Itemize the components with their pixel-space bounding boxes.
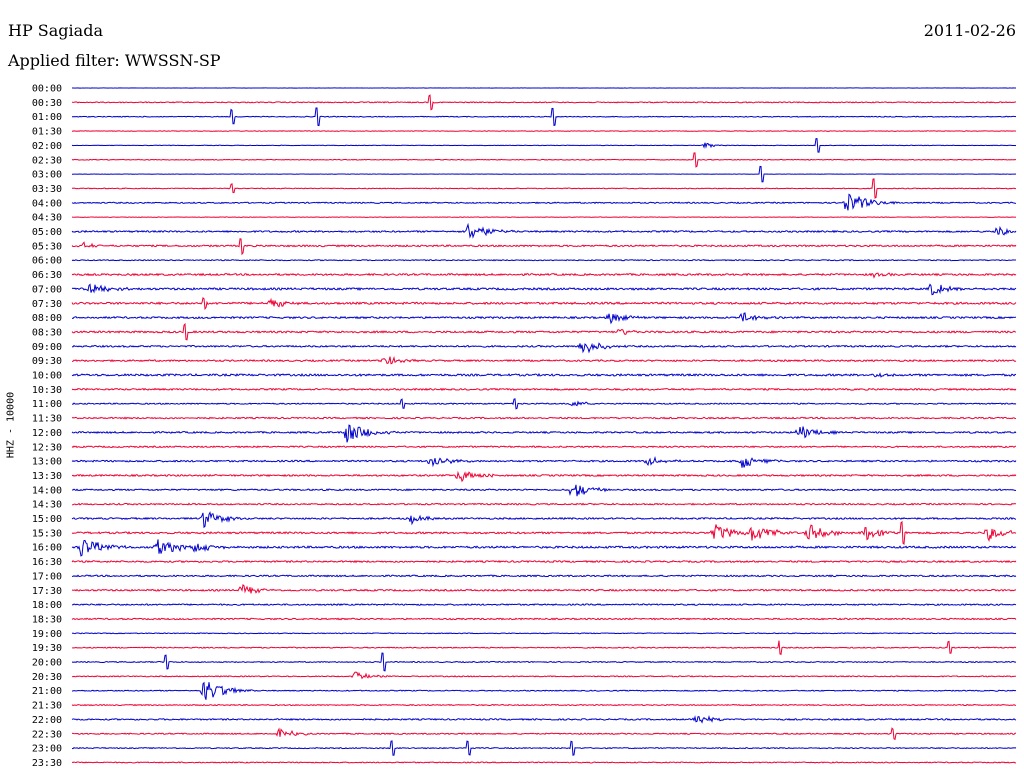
row-time-label: 20:00 [32, 658, 62, 669]
seismic-trace-0330 [71, 178, 1017, 199]
row-time-label: 23:00 [32, 744, 62, 755]
seismic-trace-0200 [71, 138, 1017, 153]
row-time-label: 09:30 [32, 356, 62, 367]
seismic-trace-0030 [71, 94, 1017, 111]
seismic-trace-1100 [71, 398, 1017, 410]
row-time-label: 09:00 [32, 342, 62, 353]
row-time-label: 22:00 [32, 715, 62, 726]
seismic-trace-2030 [71, 671, 1017, 680]
seismic-trace-2200 [71, 714, 1017, 724]
seismic-trace-0230 [71, 152, 1017, 168]
station-name: HP Sagiada [8, 21, 103, 40]
seismic-trace-0700 [71, 283, 1017, 296]
seismic-trace-2300 [71, 740, 1017, 756]
row-time-label: 04:30 [32, 213, 62, 224]
row-time-label: 22:30 [32, 729, 62, 740]
filter-label: Applied filter: WWSSN-SP [8, 51, 221, 70]
row-time-label: 08:30 [32, 327, 62, 338]
seismic-trace-1900 [71, 632, 1017, 635]
row-time-label: 21:30 [32, 701, 62, 712]
row-time-label: 18:00 [32, 600, 62, 611]
row-time-label: 01:00 [32, 112, 62, 123]
seismic-trace-1600 [71, 539, 1017, 557]
row-time-label: 07:30 [32, 299, 62, 310]
row-time-label: 03:00 [32, 170, 62, 181]
seismic-trace-1930 [71, 640, 1017, 655]
row-time-label: 21:00 [32, 686, 62, 697]
seismic-trace-2130 [71, 703, 1017, 707]
row-time-label: 17:00 [32, 571, 62, 582]
row-time-label: 06:00 [32, 256, 62, 267]
row-time-label: 13:00 [32, 457, 62, 468]
seismic-trace-2230 [71, 727, 1017, 741]
seismic-trace-1130 [71, 416, 1017, 420]
row-time-label: 00:00 [32, 84, 62, 95]
seismic-trace-2000 [71, 652, 1017, 672]
row-time-label: 05:30 [32, 241, 62, 252]
seismic-trace-1030 [71, 387, 1017, 392]
seismic-trace-0530 [71, 238, 1017, 256]
row-time-label: 14:30 [32, 500, 62, 511]
row-time-label: 07:00 [32, 284, 62, 295]
seismic-trace-0430 [71, 216, 1017, 218]
seismic-trace-1300 [71, 456, 1017, 468]
row-time-label: 20:30 [32, 672, 62, 683]
seismic-trace-0500 [71, 222, 1017, 239]
seismic-trace-1830 [71, 617, 1017, 621]
row-time-label: 16:00 [32, 543, 62, 554]
row-time-label: 17:30 [32, 586, 62, 597]
row-time-label: 16:30 [32, 557, 62, 568]
seismic-trace-0930 [71, 355, 1017, 365]
row-time-label: 13:30 [32, 471, 62, 482]
seismic-trace-2100 [71, 681, 1017, 700]
record-date: 2011-02-26 [923, 21, 1016, 40]
row-time-label: 04:00 [32, 198, 62, 209]
seismic-trace-0800 [71, 312, 1017, 325]
seismic-trace-0900 [71, 342, 1017, 354]
seismic-trace-0630 [71, 272, 1017, 279]
row-time-label: 02:30 [32, 155, 62, 166]
row-time-label: 12:00 [32, 428, 62, 439]
row-time-label: 11:00 [32, 399, 62, 410]
seismic-trace-1500 [71, 511, 1017, 529]
seismic-trace-2330 [71, 761, 1017, 764]
seismic-trace-1430 [71, 502, 1017, 506]
row-time-label: 10:00 [32, 371, 62, 382]
row-time-label: 03:30 [32, 184, 62, 195]
row-time-label: 14:00 [32, 485, 62, 496]
seismic-trace-1800 [71, 603, 1017, 607]
row-time-label: 10:30 [32, 385, 62, 396]
row-time-label: 19:30 [32, 643, 62, 654]
seismic-trace-1730 [71, 584, 1017, 594]
row-time-label: 01:30 [32, 127, 62, 138]
row-time-label: 02:00 [32, 141, 62, 152]
seismic-trace-1630 [71, 559, 1017, 564]
seismic-trace-1330 [71, 470, 1017, 483]
seismic-trace-0830 [71, 322, 1017, 341]
seismic-trace-0600 [71, 259, 1017, 262]
row-time-label: 15:30 [32, 528, 62, 539]
seismic-trace-1200 [71, 424, 1017, 443]
seismic-trace-0100 [71, 107, 1017, 127]
row-time-label: 19:00 [32, 629, 62, 640]
row-time-label: 18:30 [32, 614, 62, 625]
row-time-label: 15:00 [32, 514, 62, 525]
seismic-trace-1700 [71, 574, 1017, 578]
row-time-label: 23:30 [32, 758, 62, 769]
seismic-trace-0730 [71, 296, 1017, 311]
seismic-trace-0300 [71, 165, 1017, 183]
row-time-label: 00:30 [32, 98, 62, 109]
seismic-trace-1230 [71, 445, 1017, 449]
row-time-label: 11:30 [32, 414, 62, 425]
row-time-label: 06:30 [32, 270, 62, 281]
row-time-label: 05:00 [32, 227, 62, 238]
seismic-trace-1000 [71, 372, 1017, 378]
seismic-trace-0130 [71, 130, 1017, 132]
row-time-label: 12:30 [32, 442, 62, 453]
seismic-trace-0400 [71, 193, 1017, 211]
seismic-trace-1530 [71, 520, 1017, 545]
seismic-trace-1400 [71, 484, 1017, 497]
row-time-label: 08:00 [32, 313, 62, 324]
